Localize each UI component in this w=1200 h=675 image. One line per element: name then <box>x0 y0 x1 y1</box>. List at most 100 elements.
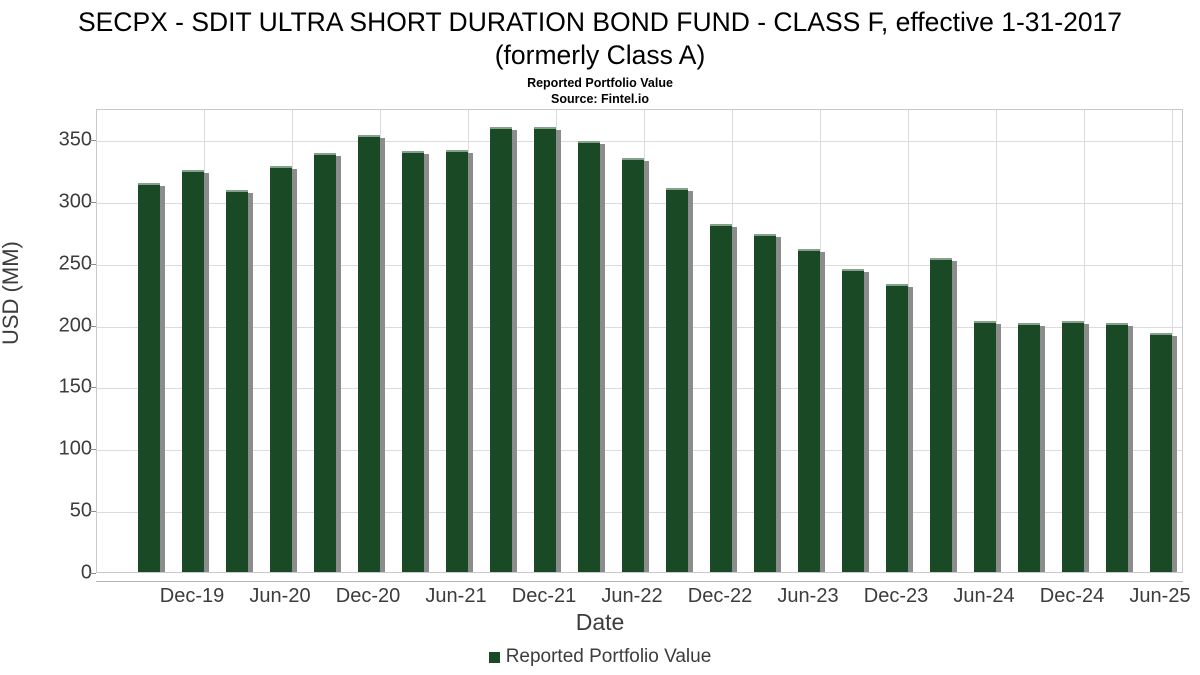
y-axis-tick-mark <box>89 449 96 451</box>
bar[interactable] <box>182 169 209 572</box>
bar-highlight <box>446 150 468 153</box>
bar[interactable] <box>1106 323 1133 572</box>
x-axis-label: Date <box>575 609 625 635</box>
bar-shadow <box>952 260 957 572</box>
bar[interactable] <box>622 157 649 572</box>
y-axis-tick-mark <box>89 387 96 389</box>
bar[interactable] <box>314 152 341 572</box>
bar-highlight <box>270 166 292 169</box>
x-axis-tick-label: Dec-21 <box>511 585 577 607</box>
y-axis-tick-mark <box>89 201 96 203</box>
bar-shadow <box>424 154 429 572</box>
y-axis-tick-label: 50 <box>69 499 92 522</box>
bar-body <box>578 141 600 572</box>
bar-body <box>270 166 292 572</box>
chart-title-line2: (formerly Class A) <box>494 40 706 70</box>
bar[interactable] <box>842 268 869 572</box>
bar-shadow <box>248 192 253 572</box>
bar-highlight <box>138 183 160 186</box>
bar-body <box>974 320 996 572</box>
bar-highlight <box>490 126 512 129</box>
bar-highlight <box>226 189 248 192</box>
x-axis-tick-label: Dec-24 <box>1039 585 1105 607</box>
y-axis-tick-label: 0 <box>80 561 92 584</box>
bar[interactable] <box>886 283 913 572</box>
bar-body <box>402 151 424 572</box>
bar[interactable] <box>358 135 385 572</box>
bar-shadow <box>600 144 605 572</box>
plot-area <box>96 109 1183 573</box>
bar-highlight <box>358 135 380 138</box>
bar-highlight <box>974 320 996 323</box>
bar[interactable] <box>446 150 473 572</box>
bar-highlight <box>1062 320 1084 323</box>
x-axis-tick-label: Jun-25 <box>1129 585 1191 607</box>
bar-body <box>226 189 248 572</box>
bar-highlight <box>1018 323 1040 326</box>
bar[interactable] <box>1150 333 1177 572</box>
bar[interactable] <box>974 320 1001 572</box>
bar-shadow <box>908 286 913 572</box>
chart-title-line1: SECPX - SDIT ULTRA SHORT DURATION BOND F… <box>77 7 1123 37</box>
bar-shadow <box>1040 326 1045 572</box>
bar[interactable] <box>490 126 517 572</box>
x-axis-tick-label: Dec-20 <box>335 585 401 607</box>
x-axis-tick-label: Jun-23 <box>777 585 839 607</box>
legend-swatch-icon <box>488 651 500 663</box>
legend-label: Reported Portfolio Value <box>505 646 712 667</box>
chart-subtitle: Reported Portfolio Value <box>527 76 673 90</box>
bar-shadow <box>512 129 517 572</box>
bar[interactable] <box>138 183 165 572</box>
bar-shadow <box>204 172 209 572</box>
bar-shadow <box>556 129 561 572</box>
bar-body <box>710 224 732 572</box>
x-axis-tick-label: Jun-20 <box>249 585 311 607</box>
bar[interactable] <box>226 189 253 572</box>
y-axis-tick-label: 250 <box>58 252 92 275</box>
bar-body <box>534 126 556 572</box>
x-axis-tick-label: Jun-22 <box>601 585 663 607</box>
y-axis-tick-label: 100 <box>58 437 92 460</box>
bar[interactable] <box>666 188 693 572</box>
bar[interactable] <box>798 249 825 572</box>
bar[interactable] <box>930 257 957 572</box>
y-axis-tick-mark <box>89 263 96 265</box>
bar-body <box>1018 323 1040 572</box>
bar-shadow <box>644 160 649 572</box>
y-axis-tick-mark <box>89 573 96 574</box>
bar-body <box>138 183 160 572</box>
y-axis-tick-label: 150 <box>58 375 92 398</box>
bar[interactable] <box>710 224 737 572</box>
bar[interactable] <box>270 166 297 572</box>
bar-shadow <box>864 271 869 572</box>
bar-body <box>314 152 336 572</box>
bar-highlight <box>886 283 908 286</box>
chart-source: Source: Fintel.io <box>551 92 649 106</box>
bar-highlight <box>1150 333 1172 336</box>
bar-shadow <box>732 227 737 572</box>
bar-body <box>358 135 380 572</box>
bar[interactable] <box>402 151 429 572</box>
bar-highlight <box>182 169 204 172</box>
bar[interactable] <box>534 126 561 572</box>
x-axis-tick-label: Dec-22 <box>687 585 753 607</box>
bar-highlight <box>930 257 952 260</box>
y-axis-tick-label: 200 <box>58 314 92 337</box>
y-axis-tick-mark <box>89 139 96 141</box>
bar-shadow <box>468 153 473 572</box>
y-axis-tick-label: 300 <box>58 190 92 213</box>
bar-body <box>930 257 952 572</box>
bar-shadow <box>688 191 693 572</box>
bar[interactable] <box>1018 323 1045 572</box>
bar[interactable] <box>754 234 781 572</box>
bar-body <box>1150 333 1172 572</box>
bar[interactable] <box>1062 320 1089 572</box>
bar[interactable] <box>578 141 605 572</box>
x-axis-line <box>96 581 1183 582</box>
bar-shadow <box>1084 323 1089 572</box>
bar-shadow <box>776 237 781 572</box>
bar-body <box>622 157 644 572</box>
x-axis-tick-label: Jun-21 <box>425 585 487 607</box>
x-axis-tick-label: Jun-24 <box>953 585 1015 607</box>
